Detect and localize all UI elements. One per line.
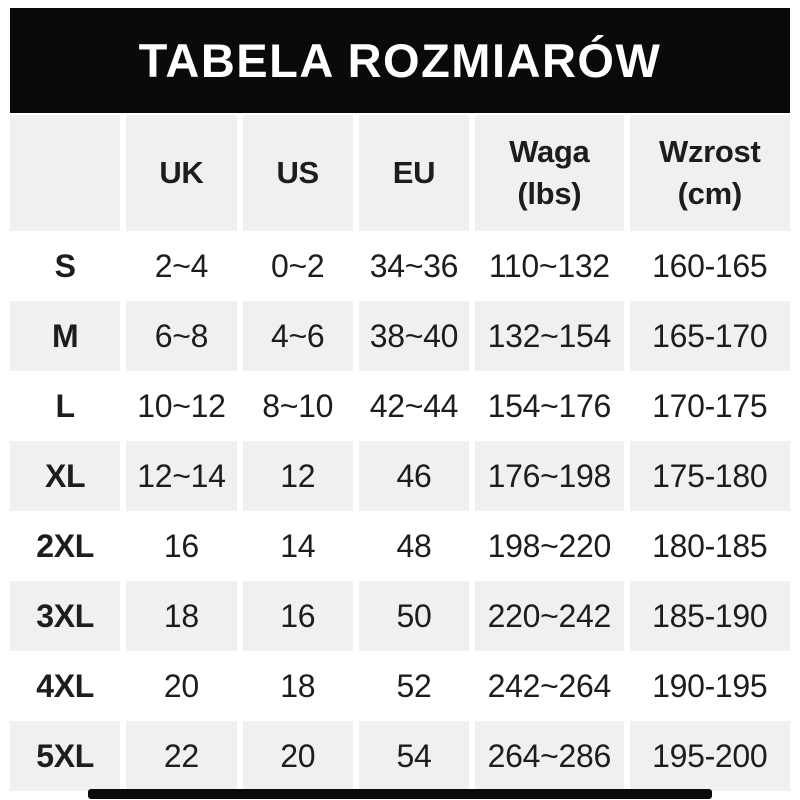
uk-size-cell: 18 xyxy=(126,581,237,651)
table-row: M 6~8 4~6 38~40 132~154 165-170 xyxy=(10,301,790,371)
column-header-wzrost-cm: Wzrost (cm) xyxy=(629,115,790,231)
eu-size-cell: 46 xyxy=(358,441,470,511)
us-size-cell: 4~6 xyxy=(242,301,353,371)
eu-size-cell: 52 xyxy=(358,651,470,721)
height-cm-cell: 170-175 xyxy=(629,371,790,441)
height-cm-cell: 190-195 xyxy=(629,651,790,721)
home-indicator-bar xyxy=(88,789,712,799)
height-cm-cell: 180-185 xyxy=(629,511,790,581)
table-row: 3XL 18 16 50 220~242 185-190 xyxy=(10,581,790,651)
size-label-cell: S xyxy=(10,231,121,301)
size-label-cell: L xyxy=(10,371,121,441)
size-chart-table: UK US EU Waga (lbs) Wzrost (cm) S 2~4 0~… xyxy=(4,115,796,791)
us-size-cell: 12 xyxy=(242,441,353,511)
eu-size-cell: 34~36 xyxy=(358,231,470,301)
height-cm-cell: 175-180 xyxy=(629,441,790,511)
weight-lbs-cell: 242~264 xyxy=(475,651,624,721)
column-header-eu: EU xyxy=(358,115,470,231)
eu-size-cell: 50 xyxy=(358,581,470,651)
table-header-row: UK US EU Waga (lbs) Wzrost (cm) xyxy=(10,115,790,231)
eu-size-cell: 48 xyxy=(358,511,470,581)
size-label-cell: M xyxy=(10,301,121,371)
column-header-us: US xyxy=(242,115,353,231)
weight-lbs-cell: 198~220 xyxy=(475,511,624,581)
uk-size-cell: 10~12 xyxy=(126,371,237,441)
eu-size-cell: 38~40 xyxy=(358,301,470,371)
size-label-cell: 5XL xyxy=(10,721,121,791)
size-label-cell: 2XL xyxy=(10,511,121,581)
uk-size-cell: 20 xyxy=(126,651,237,721)
table-body: S 2~4 0~2 34~36 110~132 160-165 M 6~8 4~… xyxy=(10,231,790,791)
uk-size-cell: 22 xyxy=(126,721,237,791)
table-row: 4XL 20 18 52 242~264 190-195 xyxy=(10,651,790,721)
size-label-cell: 4XL xyxy=(10,651,121,721)
us-size-cell: 8~10 xyxy=(242,371,353,441)
column-header-waga-lbs: Waga (lbs) xyxy=(475,115,624,231)
height-cm-cell: 165-170 xyxy=(629,301,790,371)
height-cm-cell: 195-200 xyxy=(629,721,790,791)
us-size-cell: 14 xyxy=(242,511,353,581)
page-title: TABELA ROZMIARÓW xyxy=(138,34,662,87)
column-header-size xyxy=(10,115,121,231)
eu-size-cell: 42~44 xyxy=(358,371,470,441)
weight-lbs-cell: 176~198 xyxy=(475,441,624,511)
size-chart-title-bar: TABELA ROZMIARÓW xyxy=(10,8,790,113)
weight-lbs-cell: 132~154 xyxy=(475,301,624,371)
size-label-cell: XL xyxy=(10,441,121,511)
table-row: XL 12~14 12 46 176~198 175-180 xyxy=(10,441,790,511)
size-label-cell: 3XL xyxy=(10,581,121,651)
column-header-uk: UK xyxy=(126,115,237,231)
table-row: 2XL 16 14 48 198~220 180-185 xyxy=(10,511,790,581)
uk-size-cell: 16 xyxy=(126,511,237,581)
uk-size-cell: 2~4 xyxy=(126,231,237,301)
height-cm-cell: 160-165 xyxy=(629,231,790,301)
us-size-cell: 0~2 xyxy=(242,231,353,301)
us-size-cell: 16 xyxy=(242,581,353,651)
weight-lbs-cell: 264~286 xyxy=(475,721,624,791)
table-row: L 10~12 8~10 42~44 154~176 170-175 xyxy=(10,371,790,441)
us-size-cell: 18 xyxy=(242,651,353,721)
weight-lbs-cell: 154~176 xyxy=(475,371,624,441)
table-row: S 2~4 0~2 34~36 110~132 160-165 xyxy=(10,231,790,301)
uk-size-cell: 6~8 xyxy=(126,301,237,371)
weight-lbs-cell: 220~242 xyxy=(475,581,624,651)
table-row: 5XL 22 20 54 264~286 195-200 xyxy=(10,721,790,791)
weight-lbs-cell: 110~132 xyxy=(475,231,624,301)
eu-size-cell: 54 xyxy=(358,721,470,791)
us-size-cell: 20 xyxy=(242,721,353,791)
uk-size-cell: 12~14 xyxy=(126,441,237,511)
height-cm-cell: 185-190 xyxy=(629,581,790,651)
